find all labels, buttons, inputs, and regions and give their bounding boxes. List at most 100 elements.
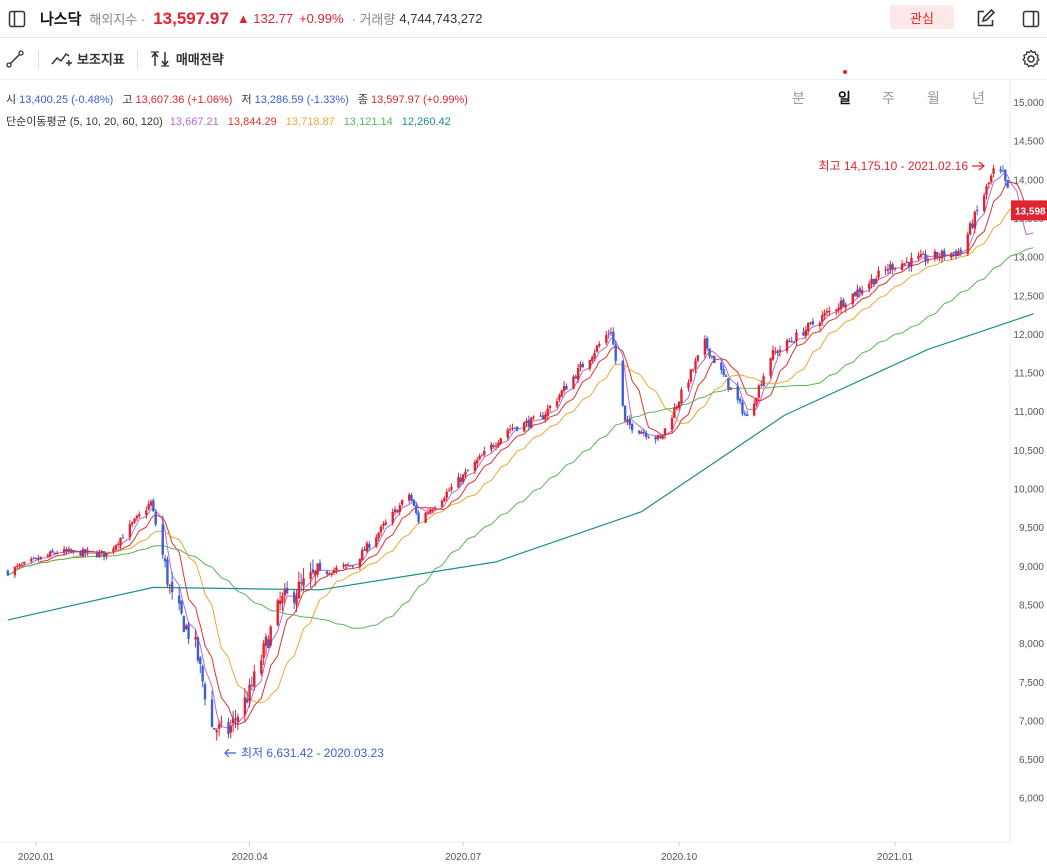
candle-body xyxy=(677,401,681,408)
candle-body xyxy=(785,339,789,352)
candle-body xyxy=(839,300,843,310)
ma120-value: 12,260.42 xyxy=(401,116,451,128)
candle-body xyxy=(804,329,808,336)
candle-body xyxy=(351,565,355,567)
candle-body xyxy=(13,567,17,576)
candle-body xyxy=(593,352,596,358)
candle-body xyxy=(128,524,132,538)
candle-body xyxy=(246,698,249,703)
candle-body xyxy=(762,376,765,387)
candle-body xyxy=(565,385,568,390)
candle-body xyxy=(530,417,533,429)
candle-body xyxy=(466,470,470,472)
candle-body xyxy=(39,556,42,559)
indicator-button[interactable]: 보조지표 xyxy=(51,49,125,68)
candle-body xyxy=(316,563,319,575)
candle-body xyxy=(757,385,761,398)
candle-body xyxy=(119,537,122,546)
top-bar: 나스닥 해외지수 · 13,597.97 ▲ 132.77 +0.99% · 거… xyxy=(0,0,1047,38)
close-label: 종 xyxy=(357,94,368,106)
candle-body xyxy=(459,477,463,483)
ma-label: 단순이동평균 (5, 10, 20, 60, 120) xyxy=(6,116,163,128)
candle-body xyxy=(954,251,958,257)
candle-body xyxy=(46,555,49,557)
candle-body xyxy=(98,552,101,558)
min-annotation: 최저 6,631.42 - 2020.03.23 xyxy=(241,746,384,760)
open-value: 13,400.25 (-0.48%) xyxy=(19,94,114,106)
candle-body xyxy=(440,500,444,507)
candle-body xyxy=(243,697,247,716)
candle-body xyxy=(231,718,235,724)
x-tick-label: 2020.01 xyxy=(18,852,55,863)
candle-body xyxy=(598,343,601,346)
candle-body xyxy=(229,725,233,733)
y-tick-label: 8,000 xyxy=(1019,639,1044,650)
candle-body xyxy=(917,256,920,259)
ma10-value: 13,844.29 xyxy=(227,116,277,128)
ma-legend: 단순이동평균 (5, 10, 20, 60, 120) 13,667.21 13… xyxy=(6,113,457,129)
candle-body xyxy=(853,291,857,296)
candle-body xyxy=(53,553,56,555)
candle-body xyxy=(752,403,756,416)
period-month[interactable]: 월 xyxy=(927,90,940,106)
period-year[interactable]: 년 xyxy=(972,90,985,106)
period-week[interactable]: 주 xyxy=(882,90,895,106)
x-tick-label: 2020.07 xyxy=(445,852,482,863)
y-tick-label: 14,500 xyxy=(1013,137,1044,148)
candle-body xyxy=(630,424,634,431)
sidebar-toggle-icon[interactable] xyxy=(2,4,32,34)
candle-body xyxy=(393,509,397,513)
candle-body xyxy=(893,268,897,270)
candle-body xyxy=(429,509,432,513)
strategy-button[interactable]: 매매전략 xyxy=(150,49,224,68)
settings-gear-icon[interactable] xyxy=(1016,44,1046,74)
candle-body xyxy=(936,252,939,258)
candle-body xyxy=(295,596,298,605)
candle-body xyxy=(424,512,427,523)
period-day[interactable]: 일 xyxy=(838,90,851,106)
candle-body xyxy=(368,544,371,548)
y-tick-label: 13,500 xyxy=(1013,214,1044,225)
panel-toggle-icon[interactable] xyxy=(1016,4,1046,34)
candle-body xyxy=(180,600,183,614)
period-minute[interactable]: 분 xyxy=(792,90,805,106)
candle-body xyxy=(445,491,448,498)
candle-body xyxy=(67,549,71,552)
open-label: 시 xyxy=(6,94,17,106)
candle-body xyxy=(417,512,420,522)
ma20-value: 13,718.87 xyxy=(285,116,335,128)
edit-icon[interactable] xyxy=(970,4,1000,34)
candle-body xyxy=(105,553,108,556)
candle-body xyxy=(515,426,519,431)
candle-body xyxy=(727,378,730,389)
candle-body xyxy=(663,428,667,436)
candle-body xyxy=(661,435,664,439)
candle-body xyxy=(562,385,566,392)
ma60-line xyxy=(7,247,1034,629)
candle-body xyxy=(227,722,230,734)
candle-body xyxy=(776,351,779,354)
candle-body xyxy=(415,505,418,513)
candle-body xyxy=(741,401,744,414)
candle-body xyxy=(875,278,878,284)
candle-body xyxy=(907,262,911,267)
candle-body xyxy=(680,389,683,403)
candle-body xyxy=(938,257,941,259)
y-tick-label: 6,000 xyxy=(1019,794,1044,805)
ma120-line xyxy=(7,313,1034,621)
candle-body xyxy=(344,564,348,567)
candle-body xyxy=(121,537,125,539)
draw-line-icon[interactable] xyxy=(0,44,30,74)
candle-body xyxy=(659,435,662,438)
candle-body xyxy=(457,477,460,488)
candle-body xyxy=(809,322,812,324)
candle-body xyxy=(548,405,552,408)
y-tick-label: 14,000 xyxy=(1013,175,1044,186)
candle-body xyxy=(614,344,617,361)
x-tick-label: 2020.04 xyxy=(231,852,268,863)
index-category: 해외지수 · xyxy=(89,12,146,27)
favorite-button[interactable]: 관심 xyxy=(890,5,954,29)
candle-body xyxy=(607,333,610,335)
candle-body xyxy=(544,414,547,420)
